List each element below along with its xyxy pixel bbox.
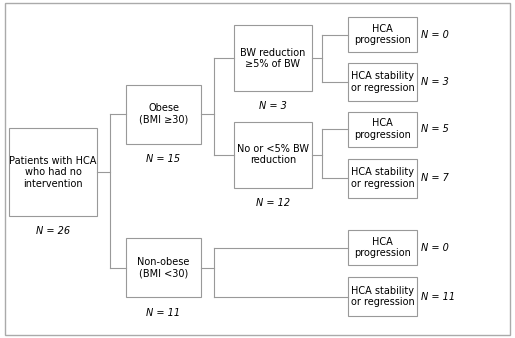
Text: N = 3: N = 3 (259, 101, 287, 112)
Text: N = 26: N = 26 (36, 226, 70, 237)
Text: HCA stability
or regression: HCA stability or regression (351, 286, 414, 307)
Text: BW reduction
≥5% of BW: BW reduction ≥5% of BW (241, 48, 305, 69)
FancyBboxPatch shape (348, 277, 417, 316)
FancyBboxPatch shape (348, 112, 417, 147)
FancyBboxPatch shape (126, 238, 201, 297)
Text: N = 15: N = 15 (146, 154, 181, 164)
Text: N = 7: N = 7 (421, 173, 449, 183)
Text: N = 5: N = 5 (421, 124, 449, 134)
Text: Patients with HCA
who had no
intervention: Patients with HCA who had no interventio… (9, 156, 97, 189)
FancyBboxPatch shape (234, 25, 312, 91)
Text: N = 0: N = 0 (421, 30, 449, 40)
FancyBboxPatch shape (9, 128, 97, 216)
Text: Obese
(BMI ≥30): Obese (BMI ≥30) (139, 103, 188, 125)
Text: HCA
progression: HCA progression (354, 119, 411, 140)
Text: N = 11: N = 11 (146, 308, 181, 318)
Text: N = 11: N = 11 (421, 292, 455, 301)
Text: No or <5% BW
reduction: No or <5% BW reduction (237, 144, 309, 165)
Text: HCA
progression: HCA progression (354, 237, 411, 258)
Text: HCA stability
or regression: HCA stability or regression (351, 168, 414, 189)
Text: N = 12: N = 12 (256, 198, 290, 208)
FancyBboxPatch shape (348, 17, 417, 52)
Text: HCA
progression: HCA progression (354, 24, 411, 45)
FancyBboxPatch shape (126, 84, 201, 144)
FancyBboxPatch shape (348, 63, 417, 101)
FancyBboxPatch shape (234, 122, 312, 188)
Text: N = 0: N = 0 (421, 243, 449, 252)
Text: Non-obese
(BMI <30): Non-obese (BMI <30) (138, 257, 190, 279)
FancyBboxPatch shape (348, 230, 417, 265)
Text: HCA stability
or regression: HCA stability or regression (351, 71, 414, 93)
FancyBboxPatch shape (348, 159, 417, 198)
Text: N = 3: N = 3 (421, 77, 449, 87)
